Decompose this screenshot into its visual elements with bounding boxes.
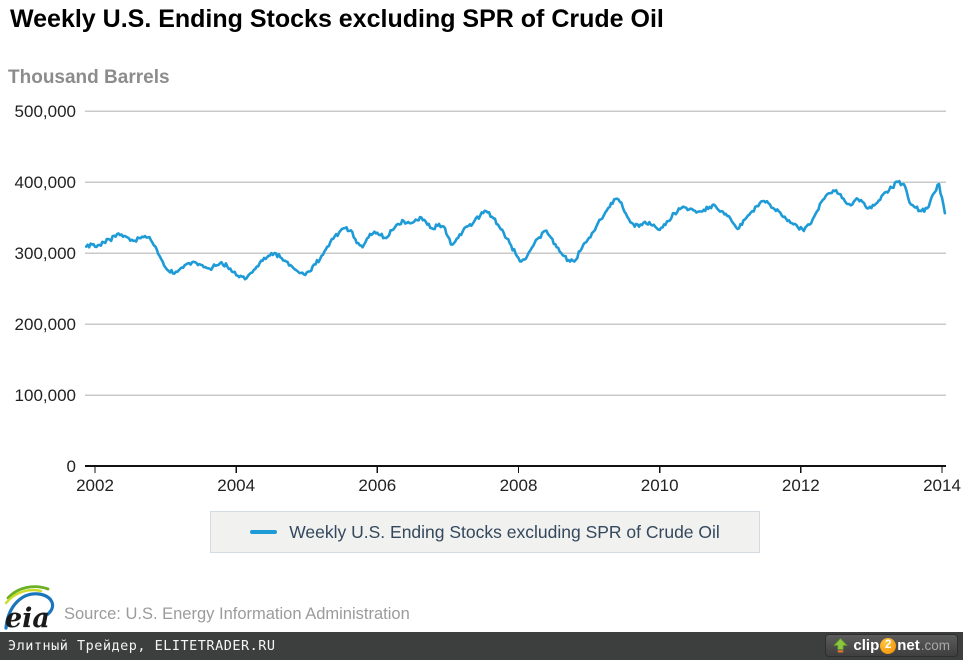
legend: Weekly U.S. Ending Stocks excluding SPR …: [210, 511, 760, 553]
bottom-banner: Элитный Трейдер, ELITETRADER.RU: [0, 632, 963, 660]
x-tick-label: 2004: [217, 476, 255, 495]
legend-label: Weekly U.S. Ending Stocks excluding SPR …: [289, 521, 720, 542]
source-attribution: Source: U.S. Energy Information Administ…: [64, 605, 410, 623]
y-tick-label: 500,000: [15, 102, 76, 121]
clip2net-com-text: .com: [920, 637, 950, 653]
x-tick-label: 2012: [782, 476, 820, 495]
upload-arrow-icon: [833, 638, 849, 653]
x-tick-label: 2006: [358, 476, 396, 495]
legend-line-swatch: [250, 530, 278, 534]
y-tick-label: 400,000: [15, 173, 76, 192]
banner-text: Элитный Трейдер, ELITETRADER.RU: [8, 638, 276, 654]
page-title: Weekly U.S. Ending Stocks excluding SPR …: [10, 5, 664, 33]
y-tick-label: 300,000: [15, 244, 76, 263]
stocks-line-chart: 2002 2004 2006 2008 2010 2012 2014 0 100,000 200,…: [15, 102, 961, 495]
clip2net-2-icon: 2: [880, 637, 897, 654]
y-axis-units-label: Thousand Barrels: [8, 67, 170, 88]
y-tick-label: 100,000: [15, 386, 76, 405]
x-tick-label: 2010: [641, 476, 679, 495]
x-tick-label: 2002: [76, 476, 114, 495]
clip2net-clip-text: clip: [853, 637, 880, 654]
x-tick-label: 2014: [923, 476, 961, 495]
clip2net-watermark[interactable]: clip 2 net .com: [825, 634, 958, 657]
eia-logo-text: eia: [5, 603, 50, 631]
eia-logo: eia: [4, 585, 55, 631]
x-tick-label: 2008: [500, 476, 538, 495]
data-line: [84, 179, 947, 281]
y-tick-label: 0: [67, 457, 76, 476]
clip2net-net-text: net: [897, 637, 920, 654]
y-tick-label: 200,000: [15, 315, 76, 334]
